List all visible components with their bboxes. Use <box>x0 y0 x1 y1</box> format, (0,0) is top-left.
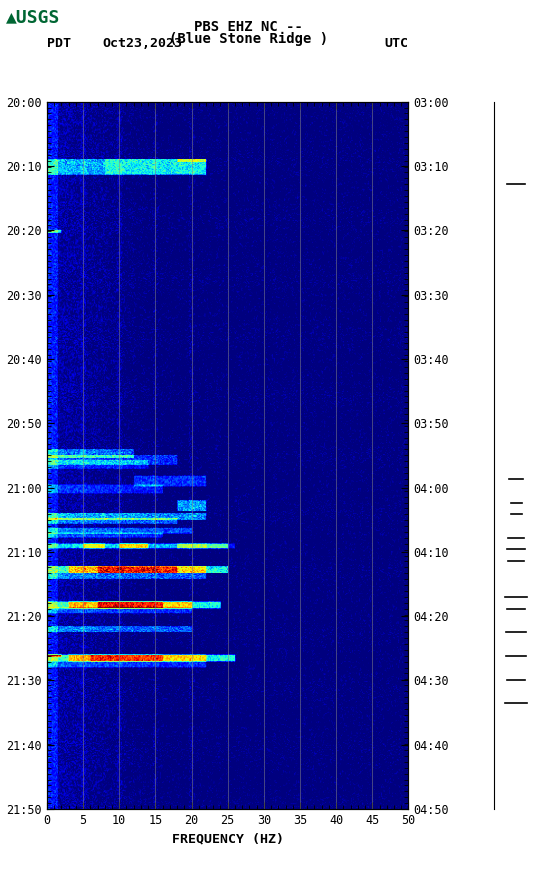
X-axis label: FREQUENCY (HZ): FREQUENCY (HZ) <box>172 832 284 846</box>
Text: Oct23,2023: Oct23,2023 <box>102 37 182 50</box>
Text: ▲USGS: ▲USGS <box>6 8 60 26</box>
Text: UTC: UTC <box>385 37 408 50</box>
Text: (Blue Stone Ridge ): (Blue Stone Ridge ) <box>169 32 328 46</box>
Text: PBS EHZ NC --: PBS EHZ NC -- <box>194 20 303 34</box>
Text: PDT: PDT <box>47 37 71 50</box>
